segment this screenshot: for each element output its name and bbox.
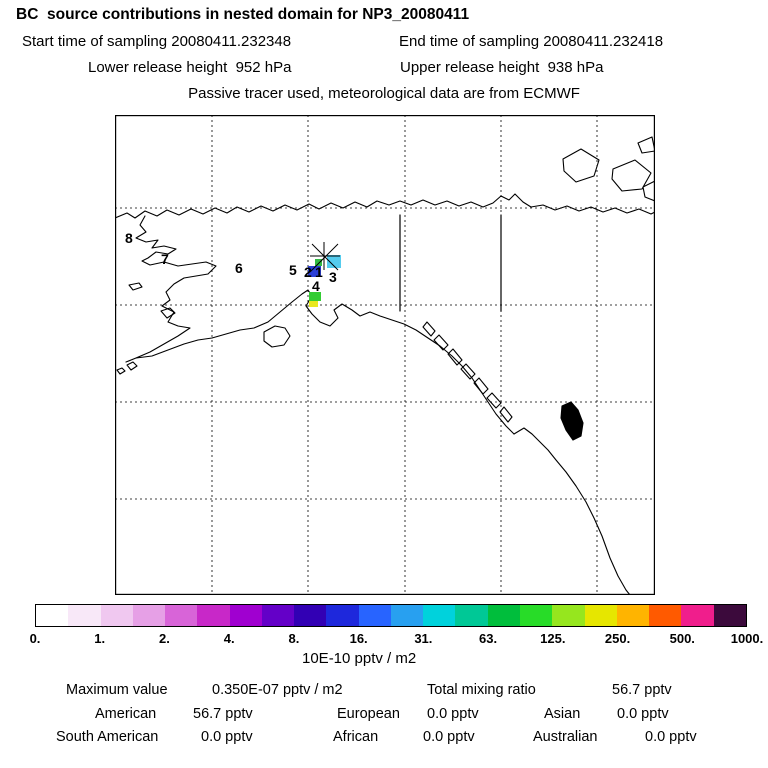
colorbar-tick-label: 1000. [730, 631, 764, 646]
colorbar-segment-13 [455, 605, 488, 626]
colorbar-segment-18 [616, 605, 650, 626]
colorbar-segment-12 [423, 605, 456, 626]
upper-release-text: Upper release height 938 hPa [400, 59, 604, 76]
region-asian-label: Asian [544, 706, 581, 722]
arctic-coastline [115, 194, 655, 218]
colorbar-segment-15 [519, 605, 553, 626]
pacific-northwest-coastline [514, 428, 630, 595]
map-panel: 8 7 6 5 2 1 34 [115, 115, 655, 595]
colorbar-tick-label: 2. [159, 631, 170, 646]
region-asian-value: 0.0 pptv [617, 706, 669, 722]
colorbar-segment-7 [261, 605, 295, 626]
colorbar-segment-4 [165, 605, 198, 626]
maximum-value: 0.350E-07 pptv / m2 [212, 682, 343, 698]
colorbar-segment-14 [487, 605, 520, 626]
station-label-8: 8 [125, 230, 133, 246]
arctic-archipelago-islands [563, 137, 655, 201]
station-label-6: 6 [235, 260, 243, 276]
colorbar-unit-label: 10E-10 pptv / m2 [302, 650, 417, 667]
station-label-3: 3 [329, 269, 337, 285]
colorbar-segment-6 [229, 605, 262, 626]
colorbar-tick-label: 250. [604, 631, 631, 646]
colorbar-segment-3 [132, 605, 166, 626]
graticule-gridlines [115, 115, 655, 595]
page-title: BC source contributions in nested domain… [16, 6, 470, 23]
colorbar-segment-2 [100, 605, 133, 626]
contribution-cell-0 [327, 255, 341, 268]
contribution-cell-1 [315, 259, 322, 266]
region-african-value: 0.0 pptv [423, 729, 475, 745]
tracer-note-text: Passive tracer used, meteorological data… [188, 85, 580, 102]
colorbar-tick-label: 63. [479, 631, 498, 646]
station-label-4: 4 [312, 278, 320, 294]
maximum-value-label: Maximum value [66, 682, 168, 698]
region-american-value: 56.7 pptv [193, 706, 253, 722]
colorbar-segment-11 [390, 605, 424, 626]
station-label-2: 2 [304, 264, 312, 280]
map-border [115, 115, 655, 595]
colorbar-tick-label: 16. [349, 631, 368, 646]
colorbar-segment-8 [294, 605, 327, 626]
aleutian-islands [117, 362, 137, 374]
region-european-label: European [337, 706, 400, 722]
colorbar-segment-20 [681, 605, 714, 626]
vancouver-island-blob [561, 402, 583, 440]
station-label-1: 1 [315, 264, 323, 280]
alaska-west-south-coastline [126, 216, 216, 362]
colorbar-segment-10 [358, 605, 391, 626]
colorbar [35, 604, 747, 627]
colorbar-tick-label: 125. [540, 631, 566, 646]
station-label-5: 5 [289, 262, 297, 278]
region-south-american-value: 0.0 pptv [201, 729, 253, 745]
contribution-cell-4 [309, 301, 318, 307]
contribution-cells-layer [308, 255, 341, 307]
colorbar-segment-9 [326, 605, 359, 626]
nunivak-island [161, 308, 175, 318]
region-australian-label: Australian [533, 729, 598, 745]
colorbar-tick-label: 0. [29, 631, 41, 646]
colorbar-tick-label: 1. [94, 631, 106, 646]
colorbar-tick-label: 500. [669, 631, 695, 646]
sampling-star-marker [310, 242, 340, 272]
colorbar-segment-16 [552, 605, 585, 626]
contribution-cell-3 [309, 292, 321, 301]
region-australian-value: 0.0 pptv [645, 729, 697, 745]
region-american-label: American [95, 706, 157, 722]
contribution-cell-2 [308, 266, 321, 277]
colorbar-tick-label: 4. [223, 631, 235, 646]
region-south-american-label: South American [56, 729, 159, 745]
lower-release-text: Lower release height 952 hPa [88, 59, 292, 76]
colorbar-segment-19 [649, 605, 682, 626]
colorbar-segment-5 [197, 605, 230, 626]
southeast-alaska-islands [423, 322, 512, 422]
station-label-7: 7 [161, 251, 169, 267]
stations-layer: 8 7 6 5 2 1 34 [125, 230, 337, 294]
total-mixing-ratio-value: 56.7 pptv [612, 682, 672, 698]
colorbar-tick-labels: 0. 1. 2. 4. 8. 16. 31. 63. 125. 250. 500. 1000. [30, 631, 764, 647]
colorbar-tick-label: 31. [414, 631, 433, 646]
region-african-label: African [333, 729, 379, 745]
colorbar-segment-17 [584, 605, 617, 626]
colorbar-tick-label: 8. [288, 631, 300, 646]
total-mixing-ratio-label: Total mixing ratio [427, 682, 536, 698]
colorbar-segment-0 [36, 605, 69, 626]
sampling-end-text: End time of sampling 20080411.232418 [399, 33, 664, 50]
sampling-start-text: Start time of sampling 20080411.232348 [22, 33, 292, 50]
colorbar-segment-1 [68, 605, 101, 626]
st-lawrence-island [129, 283, 142, 290]
region-european-value: 0.0 pptv [427, 706, 479, 722]
colorbar-segment-21 [713, 605, 746, 626]
kodiak-island [264, 326, 290, 347]
gulf-of-alaska-coastline [136, 290, 514, 434]
